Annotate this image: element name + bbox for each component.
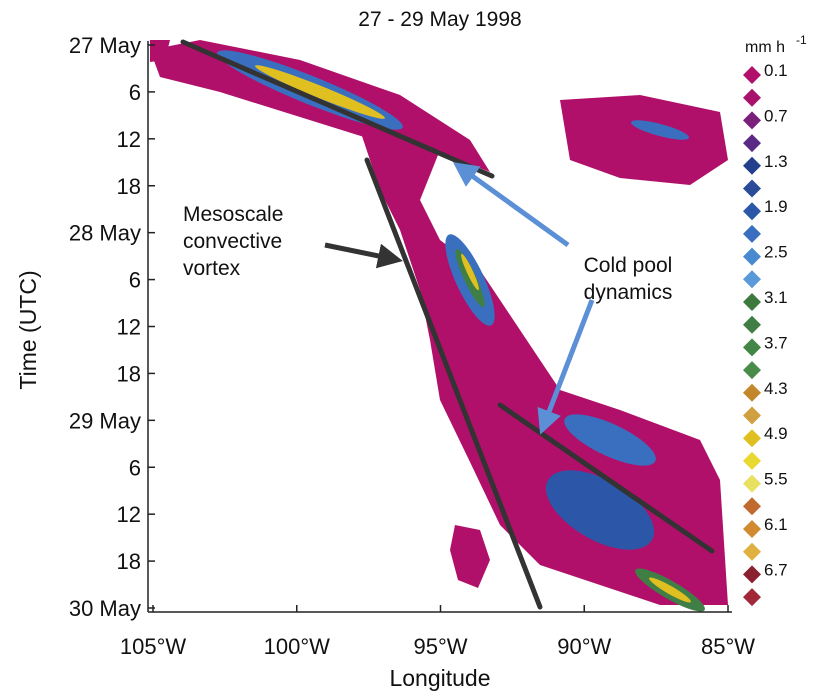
y-tick-label: 18 bbox=[117, 361, 141, 386]
colorbar-swatch bbox=[743, 88, 761, 107]
colorbar-swatch bbox=[743, 497, 761, 516]
colorbar-tick-label: 6.7 bbox=[764, 560, 788, 579]
colorbar-swatch bbox=[743, 224, 761, 243]
annotation-text: Mesoscale bbox=[183, 203, 283, 226]
y-tick-label: 18 bbox=[117, 174, 141, 199]
y-tick-label: 6 bbox=[129, 268, 141, 293]
colorbar-swatch bbox=[743, 293, 761, 311]
y-tick-label: 30 May bbox=[69, 596, 141, 621]
y-axis-label: Time (UTC) bbox=[15, 270, 41, 389]
annotation-text: dynamics bbox=[584, 281, 673, 304]
x-tick-label: 85°W bbox=[701, 634, 755, 659]
colorbar-swatch bbox=[743, 111, 761, 130]
colorbar-swatch bbox=[743, 451, 761, 470]
colorbar-swatch bbox=[743, 383, 761, 402]
colorbar-swatch bbox=[743, 270, 761, 289]
y-tick-label: 12 bbox=[117, 502, 141, 527]
colorbar-tick-label: 3.7 bbox=[764, 333, 788, 352]
colorbar-swatch bbox=[743, 361, 761, 380]
colorbar-tick-label: 1.9 bbox=[764, 197, 788, 216]
colorbar-swatch bbox=[743, 338, 761, 357]
colorbar-tick-label: 1.3 bbox=[764, 152, 788, 171]
colorbar-tick-label: 2.5 bbox=[764, 243, 788, 262]
annotation-arrows bbox=[324, 162, 595, 435]
colorbar-label-sup: -1 bbox=[796, 33, 807, 47]
colorbar-label: mm h bbox=[745, 39, 785, 56]
y-tick-label: 12 bbox=[117, 127, 141, 152]
colorbar-swatch bbox=[743, 588, 761, 607]
colorbar-swatch bbox=[743, 66, 761, 84]
y-tick-label: 6 bbox=[129, 80, 141, 105]
colorbar-swatch bbox=[743, 565, 761, 584]
annotation-text: vortex bbox=[183, 257, 241, 280]
colorbar-swatch bbox=[743, 474, 761, 493]
annotation-text: convective bbox=[183, 230, 282, 253]
x-tick-label: 100°W bbox=[264, 634, 331, 659]
colorbar-swatch bbox=[743, 202, 761, 221]
colorbar-swatch bbox=[743, 520, 761, 538]
colorbar-tick-label: 0.1 bbox=[764, 61, 788, 80]
x-tick-label: 105°W bbox=[120, 634, 187, 659]
y-tick-label: 29 May bbox=[69, 408, 141, 433]
x-tick-label: 95°W bbox=[413, 634, 467, 659]
y-tick-label: 6 bbox=[129, 455, 141, 480]
colorbar-swatch bbox=[743, 134, 761, 153]
precip-field bbox=[150, 40, 728, 612]
colorbar-tick-label: 0.7 bbox=[764, 106, 788, 125]
y-tick-label: 12 bbox=[117, 315, 141, 340]
colorbar-tick-label: 6.1 bbox=[764, 515, 788, 534]
annotation-text: Cold pool bbox=[584, 254, 673, 277]
colorbar-tick-label: 5.5 bbox=[764, 470, 788, 489]
y-tick-label: 18 bbox=[117, 549, 141, 574]
colorbar-swatch bbox=[743, 315, 761, 334]
colorbar-tick-label: 4.9 bbox=[764, 424, 788, 443]
colorbar-swatch bbox=[743, 179, 761, 198]
colorbar-swatch bbox=[743, 406, 761, 425]
colorbar-tick-label: 4.3 bbox=[764, 379, 788, 398]
x-tick-label: 90°W bbox=[557, 634, 611, 659]
x-axis-label: Longitude bbox=[389, 665, 490, 691]
y-tick-label: 28 May bbox=[69, 221, 141, 246]
colorbar-swatch bbox=[743, 429, 761, 448]
colorbar-tick-label: 3.1 bbox=[764, 288, 788, 307]
y-tick-label: 27 May bbox=[69, 33, 141, 58]
feature-lines bbox=[180, 39, 715, 610]
colorbar-swatch bbox=[743, 247, 761, 266]
chart-title: 27 - 29 May 1998 bbox=[358, 8, 521, 31]
colorbar-swatch bbox=[743, 156, 761, 175]
colorbar-swatch bbox=[743, 542, 761, 561]
